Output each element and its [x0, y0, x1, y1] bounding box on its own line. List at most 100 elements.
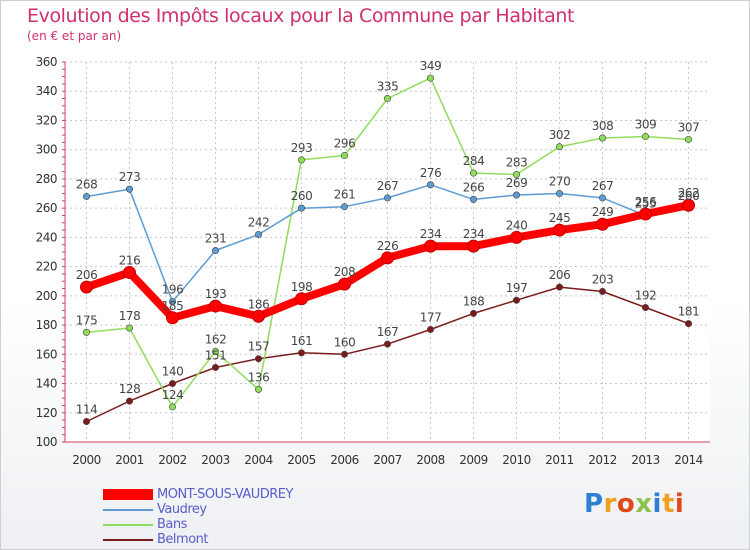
data-label-vaudrey: 255 [635, 196, 656, 210]
x-tick-label: 2003 [201, 453, 230, 467]
data-point-belmont [297, 349, 305, 357]
data-label-bans: 296 [334, 137, 355, 151]
data-label-bans: 283 [506, 156, 527, 170]
data-label-bans: 136 [248, 370, 269, 384]
data-point-vaudrey [340, 203, 348, 211]
data-label-belmont: 114 [76, 403, 97, 417]
y-tick-label: 280 [36, 172, 57, 186]
data-point-bans [169, 403, 177, 411]
data-point-mont-sous-vaudrey [209, 299, 222, 313]
data-point-mont-sous-vaudrey [166, 311, 179, 325]
data-point-bans [512, 171, 520, 179]
data-label-mont-sous-vaudrey: 234 [420, 227, 441, 241]
x-tick-label: 2006 [330, 453, 359, 467]
data-point-mont-sous-vaudrey [510, 230, 523, 244]
data-label-belmont: 206 [549, 268, 570, 282]
data-point-bans [212, 347, 220, 355]
data-point-bans [297, 156, 305, 164]
x-tick-label: 2009 [459, 453, 488, 467]
data-label-bans: 178 [119, 309, 140, 323]
chart-subtitle: (en € et par an) [27, 29, 122, 43]
x-tick-label: 2004 [244, 453, 273, 467]
data-point-belmont [684, 320, 692, 328]
data-point-belmont [169, 380, 177, 388]
y-tick-label: 160 [36, 347, 57, 361]
data-label-vaudrey: 273 [119, 170, 140, 184]
logo-letter: r [603, 489, 617, 519]
data-label-belmont: 140 [162, 365, 183, 379]
x-tick-label: 2014 [674, 453, 703, 467]
data-point-mont-sous-vaudrey [553, 223, 566, 237]
data-point-belmont [83, 418, 91, 426]
data-point-belmont [383, 340, 391, 348]
data-label-belmont: 157 [248, 340, 269, 354]
y-tick-label: 200 [36, 289, 57, 303]
data-label-vaudrey: 267 [592, 179, 613, 193]
data-point-mont-sous-vaudrey [338, 277, 351, 291]
data-label-bans: 307 [678, 120, 699, 134]
data-point-belmont [641, 304, 649, 312]
data-label-vaudrey: 231 [205, 232, 226, 246]
data-label-vaudrey: 261 [334, 188, 355, 202]
y-tick-label: 320 [36, 113, 57, 127]
data-label-mont-sous-vaudrey: 245 [549, 211, 570, 225]
data-label-belmont: 161 [291, 334, 312, 348]
legend-label-belmont: Belmont [157, 532, 208, 547]
data-point-vaudrey [383, 194, 391, 202]
data-label-mont-sous-vaudrey: 186 [248, 297, 269, 311]
data-point-bans [383, 95, 391, 103]
data-point-bans [641, 133, 649, 141]
x-tick-label: 2001 [115, 453, 144, 467]
data-label-mont-sous-vaudrey: 234 [463, 227, 484, 241]
logo-letter: i [674, 489, 685, 519]
data-point-bans [426, 74, 434, 82]
data-label-bans: 302 [549, 128, 570, 142]
data-point-belmont [469, 309, 477, 317]
x-tick-label: 2000 [72, 453, 101, 467]
x-tick-label: 2011 [545, 453, 574, 467]
x-tick-label: 2002 [158, 453, 187, 467]
data-label-vaudrey: 276 [420, 166, 441, 180]
data-point-belmont [426, 325, 434, 333]
data-label-vaudrey: 242 [248, 215, 269, 229]
data-label-bans: 284 [463, 154, 484, 168]
legend-swatch-bans [103, 524, 153, 526]
data-point-bans [555, 143, 563, 151]
data-point-bans [469, 169, 477, 177]
data-point-mont-sous-vaudrey [639, 207, 652, 221]
data-point-vaudrey [555, 190, 563, 198]
x-tick-label: 2013 [631, 453, 660, 467]
x-tick-label: 2012 [588, 453, 617, 467]
logo-letter: o [616, 489, 636, 519]
logo-letter: i [652, 489, 662, 519]
data-label-vaudrey: 266 [463, 180, 484, 194]
data-point-bans [598, 134, 606, 142]
y-tick-label: 260 [36, 201, 57, 215]
data-point-vaudrey [126, 185, 134, 193]
data-point-belmont [255, 355, 263, 363]
data-label-mont-sous-vaudrey: 198 [291, 280, 312, 294]
legend-swatch-belmont [103, 539, 153, 541]
data-point-vaudrey [469, 195, 477, 203]
legend-label-mont-sous-vaudrey: MONT-SOUS-VAUDREY [157, 487, 293, 502]
y-tick-label: 300 [36, 143, 57, 157]
data-point-bans [340, 152, 348, 160]
data-label-vaudrey: 260 [291, 189, 312, 203]
y-tick-label: 120 [36, 406, 57, 420]
data-point-bans [83, 328, 91, 336]
x-tick-label: 2007 [373, 453, 402, 467]
y-tick-label: 240 [36, 230, 57, 244]
data-label-mont-sous-vaudrey: 249 [592, 205, 613, 219]
data-label-belmont: 151 [205, 348, 226, 362]
logo-letter: P [584, 489, 604, 519]
data-label-vaudrey: 268 [76, 177, 97, 191]
data-label-belmont: 192 [635, 289, 656, 303]
data-point-belmont [512, 296, 520, 304]
data-label-belmont: 197 [506, 281, 527, 295]
data-label-bans: 309 [635, 118, 656, 132]
data-point-vaudrey [255, 230, 263, 238]
y-tick-label: 360 [36, 55, 57, 69]
data-point-mont-sous-vaudrey [596, 217, 609, 231]
data-label-bans: 175 [76, 313, 97, 327]
